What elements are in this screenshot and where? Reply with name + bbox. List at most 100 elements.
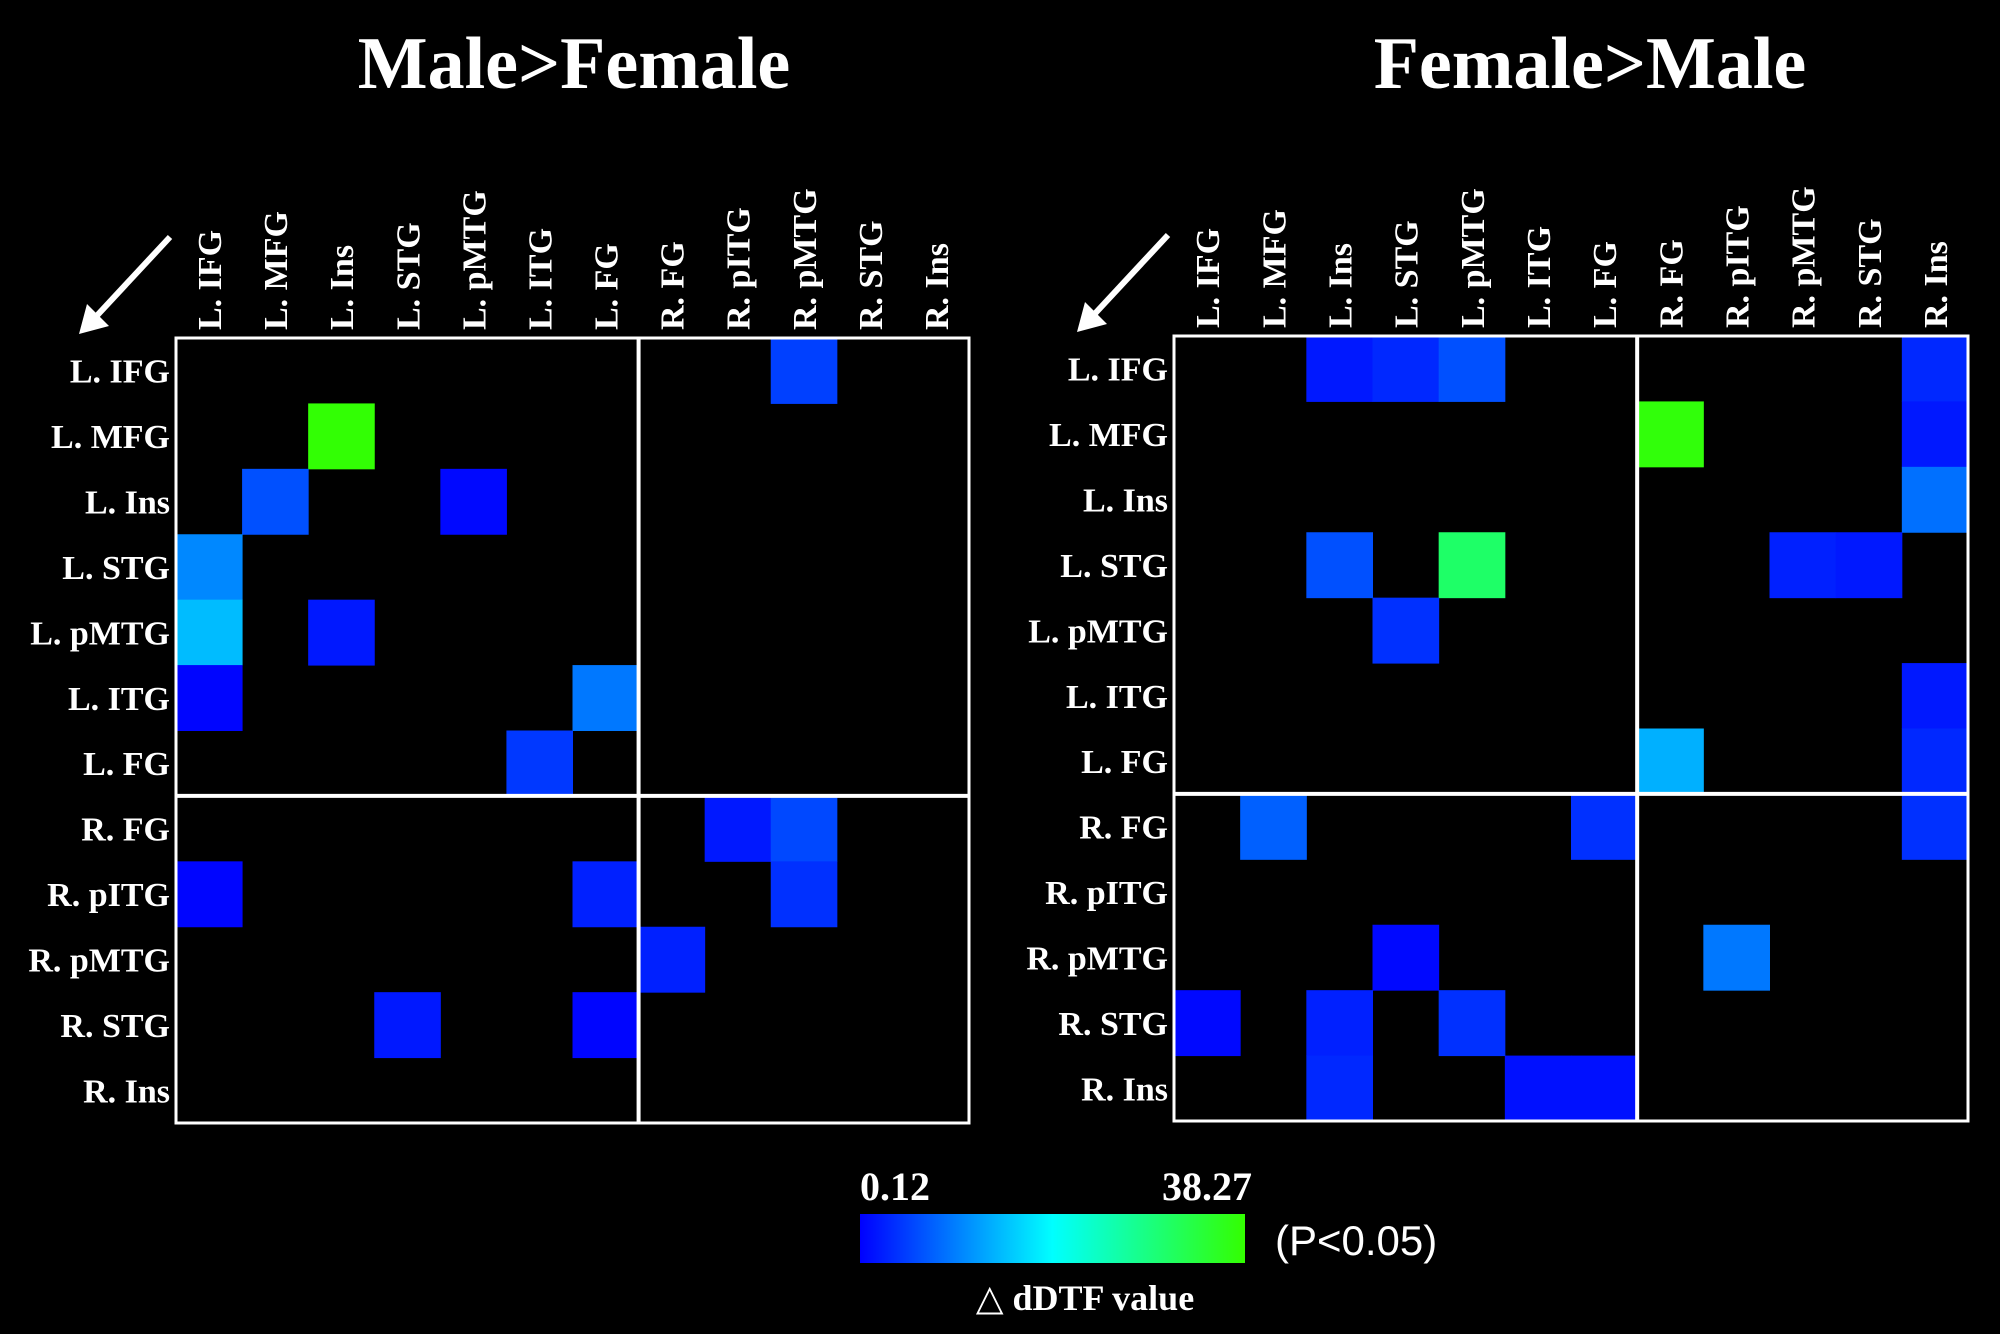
column-label: L. FG — [1587, 241, 1624, 328]
heatmap-cell — [704, 795, 772, 862]
direction-arrow-icon — [88, 234, 173, 325]
heatmap-cell — [1901, 401, 1969, 468]
heatmap-cell — [308, 599, 375, 666]
heatmap-cell — [1372, 336, 1440, 402]
heatmap-cell — [1306, 532, 1373, 599]
heatmap-cell — [176, 861, 243, 928]
column-label: L. ITG — [1521, 226, 1558, 328]
row-label: L. IFG — [70, 354, 170, 391]
column-label: L. MFG — [1256, 209, 1293, 328]
row-label: L. MFG — [1049, 417, 1168, 454]
heatmap-cell — [1306, 990, 1373, 1057]
column-label: L. pMTG — [456, 190, 493, 330]
panel-title: Male>Female — [358, 23, 791, 105]
row-label: R. Ins — [83, 1073, 170, 1110]
heatmap-cell — [242, 468, 309, 535]
heatmap-cell — [572, 665, 640, 731]
row-label: R. pMTG — [1026, 940, 1168, 977]
column-label: R. pITG — [721, 207, 758, 330]
heatmap-cell — [1372, 597, 1440, 664]
heatmap-cell — [770, 795, 838, 862]
column-label: L. FG — [589, 243, 626, 330]
column-label: R. STG — [1852, 218, 1889, 328]
column-label: R. STG — [853, 220, 890, 330]
row-label: R. STG — [1058, 1006, 1168, 1043]
column-label: L. IFG — [1190, 228, 1227, 328]
heatmap-cell — [1769, 532, 1837, 599]
heatmap-cell — [1438, 990, 1506, 1057]
row-label: R. Ins — [1081, 1071, 1168, 1108]
heatmap-cell — [770, 861, 838, 928]
colorbar-min-label: 0.12 — [860, 1164, 930, 1209]
column-label: L. Ins — [324, 245, 361, 330]
row-label: L. FG — [83, 746, 170, 783]
arrow-head-icon — [1077, 302, 1107, 332]
heatmap-cell — [440, 468, 507, 535]
column-label: L. ITG — [522, 228, 559, 330]
row-label: L. IFG — [1068, 352, 1168, 389]
column-label: L. MFG — [258, 211, 295, 330]
matrix-frame — [174, 336, 971, 1125]
row-label: L. pMTG — [1028, 613, 1168, 650]
column-label: R. Ins — [1918, 241, 1955, 328]
arrow-head-icon — [79, 304, 109, 334]
heatmap-cell — [1901, 728, 1969, 795]
colorbar-max-label: 38.27 — [1162, 1164, 1252, 1209]
row-label: R. pMTG — [28, 942, 170, 979]
row-label: L. STG — [1060, 548, 1168, 585]
heatmap-cell — [1571, 1055, 1638, 1122]
column-label: R. FG — [1653, 239, 1690, 328]
row-label: L. Ins — [85, 485, 170, 522]
matrix-frame — [1172, 334, 1970, 1123]
row-label: L. ITG — [68, 681, 170, 718]
heatmap-cell — [1174, 990, 1241, 1057]
heatmap-cell — [1901, 336, 1969, 402]
heatmap-cell — [1438, 532, 1506, 599]
heatmap-cell — [1306, 1055, 1373, 1122]
heatmap-cell — [1637, 401, 1704, 468]
panel-title: Female>Male — [1374, 23, 1807, 105]
heatmap-cell — [1703, 924, 1770, 991]
heatmap-cell — [308, 403, 375, 470]
heatmap-cell — [1637, 728, 1704, 795]
row-label: R. FG — [81, 812, 170, 849]
heatmap-cell — [176, 665, 243, 731]
column-label: L. STG — [1389, 220, 1426, 328]
row-label: R. pITG — [1045, 875, 1168, 912]
heatmap-cell — [1438, 336, 1506, 402]
heatmap-cell — [770, 338, 838, 404]
heatmap-cell — [1835, 532, 1903, 599]
heatmap-cell — [1901, 466, 1969, 533]
column-label: R. Ins — [919, 243, 956, 330]
colorbar — [860, 1214, 1245, 1263]
heatmap-cell — [572, 861, 640, 928]
heatmap-cell — [1901, 663, 1969, 729]
direction-arrow-icon — [1086, 232, 1171, 323]
row-label: R. pITG — [47, 877, 170, 914]
column-label: L. IFG — [192, 230, 229, 330]
heatmap-cell — [1306, 336, 1373, 402]
heatmap-cell — [1504, 1055, 1572, 1122]
heatmap-cell — [1240, 793, 1307, 860]
column-label: L. Ins — [1322, 243, 1359, 328]
heatmap-cell — [1372, 924, 1440, 991]
colorbar-title: △ dDTF value — [976, 1278, 1194, 1318]
heatmap-cell — [374, 992, 441, 1059]
row-label: L. FG — [1081, 744, 1168, 781]
column-label: L. pMTG — [1455, 188, 1492, 328]
heatmap-cell — [176, 599, 243, 666]
heatmap-cell — [176, 534, 243, 601]
heatmap-cell — [638, 926, 706, 993]
row-label: L. pMTG — [30, 615, 170, 652]
row-label: L. ITG — [1066, 679, 1168, 716]
row-label: L. Ins — [1083, 483, 1168, 520]
row-label: L. MFG — [51, 419, 170, 456]
heatmap-cell — [506, 730, 573, 797]
heatmap-cell — [572, 992, 640, 1059]
column-label: R. pMTG — [787, 188, 824, 330]
significance-label: (P<0.05) — [1275, 1217, 1437, 1264]
heatmap-cell — [1901, 793, 1969, 860]
column-label: R. FG — [655, 241, 692, 330]
heatmap-cell — [1571, 793, 1638, 860]
